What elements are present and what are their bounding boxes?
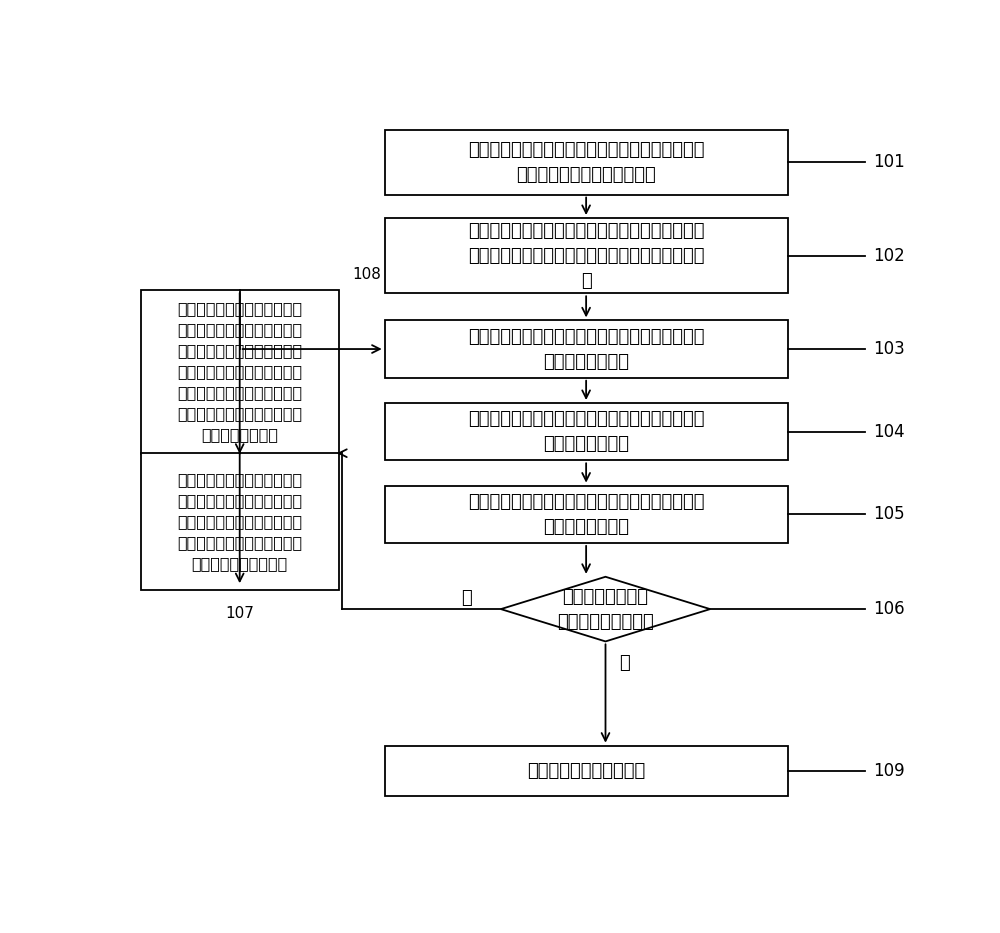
Text: 103: 103 — [873, 340, 905, 358]
FancyBboxPatch shape — [385, 320, 788, 378]
FancyBboxPatch shape — [385, 130, 788, 195]
FancyBboxPatch shape — [385, 403, 788, 460]
Text: 102: 102 — [873, 246, 905, 265]
FancyBboxPatch shape — [141, 453, 339, 590]
Text: 105: 105 — [873, 506, 904, 523]
Text: 104: 104 — [873, 423, 904, 440]
FancyBboxPatch shape — [141, 290, 339, 454]
FancyBboxPatch shape — [385, 745, 788, 796]
FancyBboxPatch shape — [385, 218, 788, 293]
Text: 利用所述外部参数计算匹配特征点集合中的匹配特
征点的重投影误差: 利用所述外部参数计算匹配特征点集合中的匹配特 征点的重投影误差 — [468, 493, 704, 536]
Text: 利用所述基础矩阵，采用极线
约束的方式对第二左图像和第
二右图像中的辅助标定物的特
征点进行匹配，获得辅助标定
物的匹配特征点；并将辅助标
定物的匹配特征点添加: 利用所述基础矩阵，采用极线 约束的方式对第二左图像和第 二右图像中的辅助标定物的… — [177, 301, 302, 442]
Text: 101: 101 — [873, 153, 905, 172]
Text: 采用提取第一左图像和第一右图像中特征点的方式
，获得目标场景的匹配特征点，建立匹配特征点集
合: 采用提取第一左图像和第一右图像中特征点的方式 ，获得目标场景的匹配特征点，建立匹… — [468, 222, 704, 289]
Text: 108: 108 — [352, 267, 381, 282]
Text: 根据所述基础矩阵和双站相机的内部参数，计算双
站相机的外部参数: 根据所述基础矩阵和双站相机的内部参数，计算双 站相机的外部参数 — [468, 411, 704, 453]
Text: 106: 106 — [873, 600, 904, 618]
Text: 109: 109 — [873, 761, 904, 780]
Text: 分别通过左站相机和右站相机同步拍摄目标场景，
得到第一左图像和第一右图像: 分别通过左站相机和右站相机同步拍摄目标场景， 得到第一左图像和第一右图像 — [468, 141, 704, 184]
Text: 利用匹配特征点集合，采用极线约束的方法计算双
站相机的基础矩阵: 利用匹配特征点集合，采用极线约束的方法计算双 站相机的基础矩阵 — [468, 327, 704, 370]
Text: 否: 否 — [461, 590, 471, 607]
Text: 在目标场景的特征点稀疏区域
增加辅助标定物，分别通过左
站相机和右站相机拍摄带有辅
助标定物的目标场景，得到第
二左图像和第二右图像: 在目标场景的特征点稀疏区域 增加辅助标定物，分别通过左 站相机和右站相机拍摄带有… — [177, 472, 302, 571]
Text: 重投影误差平均值
小于重投影误差阈值: 重投影误差平均值 小于重投影误差阈值 — [557, 588, 654, 631]
FancyBboxPatch shape — [385, 485, 788, 543]
Text: 107: 107 — [225, 606, 254, 620]
Polygon shape — [501, 577, 710, 641]
Text: 是: 是 — [620, 654, 630, 672]
Text: 输出双站相机的外部参数: 输出双站相机的外部参数 — [527, 761, 645, 780]
